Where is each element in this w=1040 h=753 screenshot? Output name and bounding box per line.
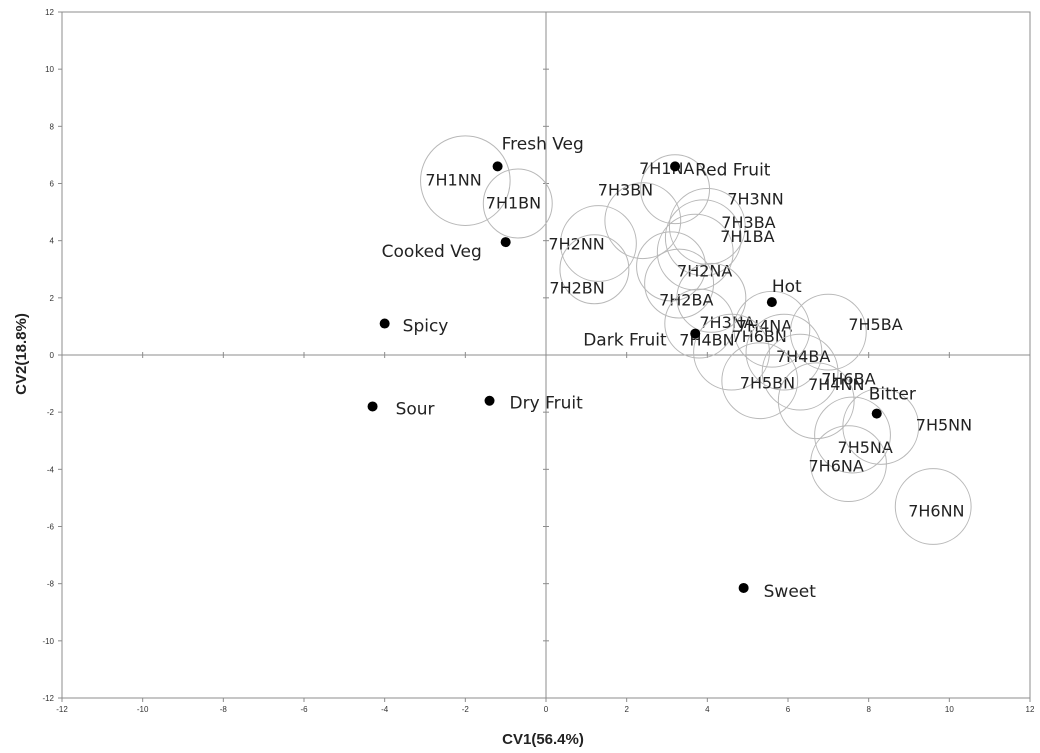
- sample-circle: [777, 362, 855, 440]
- sample-circle: [761, 333, 839, 411]
- x-tick-label: -12: [56, 705, 68, 714]
- sample-circle: [664, 199, 742, 277]
- sample-circle: [814, 396, 891, 474]
- sample-circle: [644, 248, 715, 319]
- sample-circle: [656, 213, 734, 291]
- attribute-point: [690, 328, 701, 339]
- sample-label: 7H2BA: [659, 291, 713, 310]
- y-tick-label: 8: [50, 122, 55, 131]
- x-tick-label: 0: [544, 705, 549, 714]
- attribute-label: Bitter: [869, 385, 916, 405]
- sample-label: 7H6BN: [732, 327, 787, 346]
- sample-circle: [894, 468, 972, 545]
- sample-circle: [789, 293, 867, 371]
- attribute-point: [379, 318, 390, 329]
- sample-circle: [810, 425, 887, 503]
- attribute-point: [492, 161, 503, 172]
- y-tick-label: 12: [45, 8, 54, 17]
- sample-circle: [664, 288, 735, 359]
- attribute-label: Hot: [772, 277, 802, 297]
- attribute-label: Cooked Veg: [382, 242, 482, 262]
- x-tick-label: -10: [137, 705, 149, 714]
- x-axis-title: CV1(56.4%): [502, 731, 584, 748]
- y-tick-label: -12: [42, 694, 54, 703]
- sample-label: 7H3BN: [598, 181, 653, 200]
- y-tick-label: -6: [47, 523, 55, 532]
- x-tick-label: 8: [866, 705, 871, 714]
- y-tick-label: -8: [47, 580, 55, 589]
- attribute-label: Red Fruit: [695, 160, 771, 180]
- sample-label: 7H1BA: [720, 227, 774, 246]
- attribute-label: Sweet: [764, 582, 817, 602]
- y-tick-label: 6: [50, 180, 55, 189]
- sample-label: 7H5NN: [916, 415, 972, 434]
- sample-circles-group: 7H1NN 7H1BN 7H1NA 7H3NN 7H3BN 7H3BA 7H2NN 7H1BA…: [420, 135, 972, 545]
- x-tick-label: 2: [624, 705, 629, 714]
- sample-circle: [482, 168, 553, 239]
- sample-label: 7H2NA: [677, 261, 732, 280]
- y-tick-label: -4: [47, 465, 55, 474]
- attribute-point: [367, 401, 378, 412]
- sample-circle: [636, 231, 706, 302]
- x-tick-label: 4: [705, 705, 710, 714]
- sample-label: 7H6NA: [809, 457, 864, 476]
- sample-label: 7H1NA: [639, 159, 694, 178]
- sample-label: 7H6NN: [908, 501, 964, 520]
- y-tick-label: 0: [50, 351, 55, 360]
- sample-label: 7H3NA: [699, 313, 754, 332]
- y-tick-label: 10: [45, 65, 54, 74]
- ticks-group: -12 -10 -8 -6 -4 -2 0 2 4 6 8 10 12 -12 -10 -8 -6 -4 -2 0 2 4…: [42, 8, 1035, 714]
- sample-label: 7H3BA: [721, 213, 775, 232]
- sample-label: 7H6BA: [821, 370, 875, 389]
- y-tick-label: 4: [50, 237, 55, 246]
- x-tick-label: -2: [462, 705, 470, 714]
- attribute-point: [670, 161, 681, 172]
- x-tick-label: 10: [945, 705, 954, 714]
- y-tick-label: -10: [42, 637, 54, 646]
- y-tick-label: -2: [47, 408, 55, 417]
- attribute-label: Fresh Veg: [502, 134, 584, 154]
- attribute-point: [500, 237, 511, 248]
- sample-circle: [721, 342, 799, 420]
- sample-label: 7H5NA: [838, 438, 893, 457]
- sample-label: 7H1BN: [486, 194, 541, 213]
- sample-circle: [693, 313, 770, 391]
- sample-label: 7H1NN: [425, 171, 481, 190]
- sample-circle: [560, 205, 637, 282]
- sample-circle: [420, 135, 511, 226]
- attribute-points-group: Fresh Veg Red Fruit Cooked Veg Hot Spicy Dark…: [367, 134, 916, 602]
- attribute-label: Dry Fruit: [510, 394, 584, 414]
- sample-label: 7H4NN: [808, 375, 864, 394]
- attribute-point: [766, 297, 777, 308]
- y-axis-title: CV2(18.8%): [13, 313, 30, 395]
- attribute-point: [484, 395, 495, 406]
- attribute-label: Dark Fruit: [583, 331, 667, 351]
- sample-circle: [640, 154, 711, 225]
- sample-label: 7H4BA: [776, 347, 830, 366]
- sample-circle: [745, 313, 823, 391]
- x-tick-label: -6: [300, 705, 308, 714]
- attribute-label: Spicy: [403, 317, 449, 337]
- sample-label: 7H5BA: [848, 315, 902, 334]
- attribute-point: [738, 582, 749, 593]
- x-tick-label: 12: [1026, 705, 1035, 714]
- sample-circle: [559, 234, 630, 305]
- sample-circle: [604, 182, 682, 260]
- sample-label: 7H4NA: [737, 316, 792, 335]
- y-tick-label: 2: [50, 294, 55, 303]
- x-tick-label: -8: [220, 705, 228, 714]
- attribute-label: Sour: [396, 399, 435, 419]
- sample-label: 7H2NN: [548, 235, 604, 254]
- x-tick-label: 6: [786, 705, 791, 714]
- sample-label: 7H5BN: [740, 374, 795, 393]
- sample-label: 7H4BN: [679, 331, 734, 350]
- x-tick-label: -4: [381, 705, 389, 714]
- sample-label: 7H3NN: [727, 189, 783, 208]
- attribute-point: [871, 408, 882, 419]
- sample-label: 7H2BN: [549, 278, 604, 297]
- sample-circle: [733, 290, 811, 368]
